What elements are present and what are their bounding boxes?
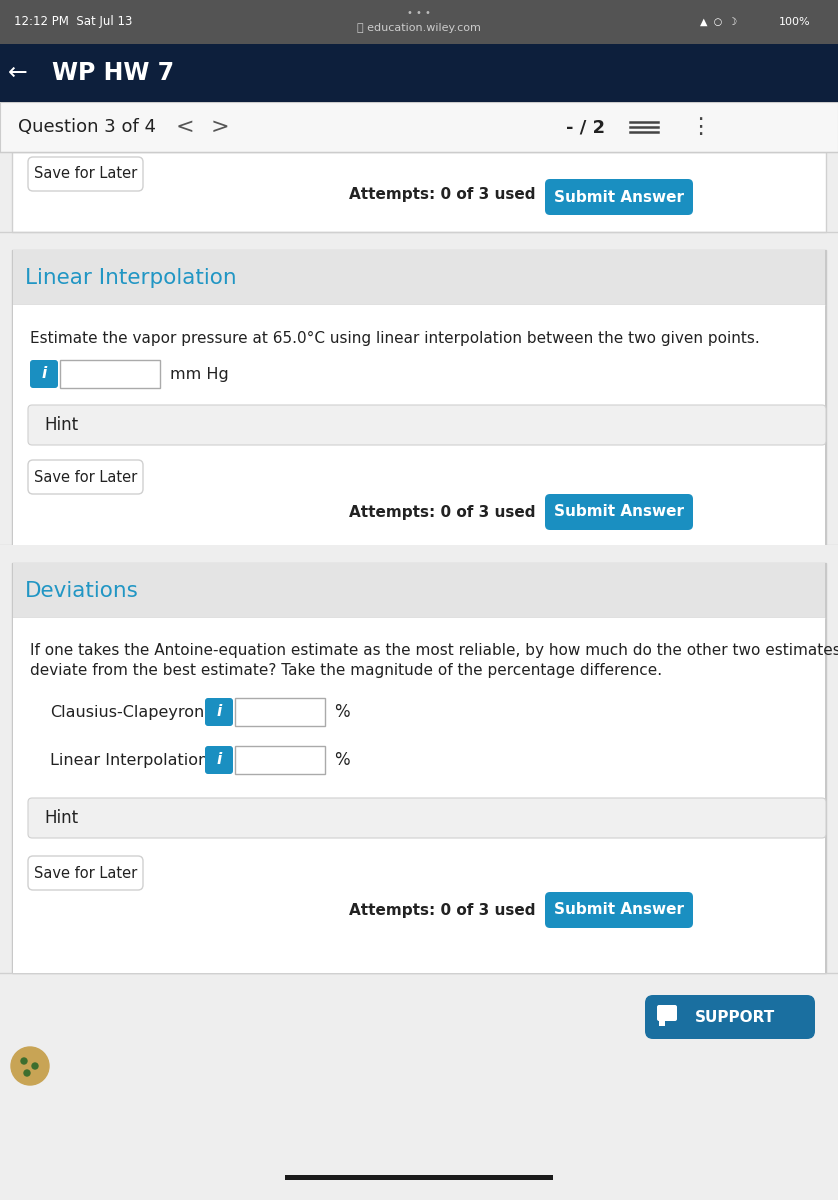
FancyBboxPatch shape <box>28 460 143 494</box>
Text: i: i <box>216 704 221 720</box>
Text: <: < <box>176 116 194 137</box>
FancyBboxPatch shape <box>28 798 826 838</box>
FancyBboxPatch shape <box>12 250 826 545</box>
FancyBboxPatch shape <box>659 1021 665 1026</box>
Text: Attempts: 0 of 3 used: Attempts: 0 of 3 used <box>349 902 535 918</box>
Text: Attempts: 0 of 3 used: Attempts: 0 of 3 used <box>349 187 535 203</box>
Text: Save for Later: Save for Later <box>34 167 137 181</box>
Text:  education.wiley.com:  education.wiley.com <box>357 23 481 32</box>
Text: Deviations: Deviations <box>25 581 139 601</box>
Text: Submit Answer: Submit Answer <box>554 190 684 204</box>
Text: 12:12 PM  Sat Jul 13: 12:12 PM Sat Jul 13 <box>14 16 132 29</box>
Text: Clausius-Clapeyron: Clausius-Clapeyron <box>50 704 204 720</box>
Text: >: > <box>210 116 230 137</box>
Text: %: % <box>334 751 349 769</box>
FancyBboxPatch shape <box>205 698 233 726</box>
Text: Estimate the vapor pressure at 65.0°C using linear interpolation between the two: Estimate the vapor pressure at 65.0°C us… <box>30 330 760 346</box>
FancyBboxPatch shape <box>205 746 233 774</box>
Text: Hint: Hint <box>44 416 78 434</box>
Text: Hint: Hint <box>44 809 78 827</box>
Text: If one takes the Antoine-equation estimate as the most reliable, by how much do : If one takes the Antoine-equation estima… <box>30 643 838 659</box>
FancyBboxPatch shape <box>30 360 58 388</box>
Circle shape <box>11 1046 49 1085</box>
Text: ←: ← <box>8 61 28 85</box>
Text: • • •: • • • <box>407 8 431 18</box>
FancyBboxPatch shape <box>13 618 825 973</box>
FancyBboxPatch shape <box>645 995 815 1039</box>
FancyBboxPatch shape <box>0 545 838 563</box>
FancyBboxPatch shape <box>13 305 825 545</box>
FancyBboxPatch shape <box>0 44 838 102</box>
FancyBboxPatch shape <box>0 0 838 44</box>
FancyBboxPatch shape <box>545 179 693 215</box>
Text: - / 2: - / 2 <box>566 118 605 136</box>
Circle shape <box>21 1058 27 1064</box>
Text: Submit Answer: Submit Answer <box>554 902 684 918</box>
FancyBboxPatch shape <box>0 232 838 250</box>
FancyBboxPatch shape <box>13 250 825 305</box>
FancyBboxPatch shape <box>235 746 325 774</box>
FancyBboxPatch shape <box>235 698 325 726</box>
Text: mm Hg: mm Hg <box>170 366 229 382</box>
Text: ▲  ○  ☽: ▲ ○ ☽ <box>700 17 737 26</box>
Text: i: i <box>216 752 221 768</box>
FancyBboxPatch shape <box>545 892 693 928</box>
Circle shape <box>32 1063 38 1069</box>
FancyBboxPatch shape <box>60 360 160 388</box>
Text: Save for Later: Save for Later <box>34 865 137 881</box>
Text: Linear Interpolation: Linear Interpolation <box>25 268 236 288</box>
FancyBboxPatch shape <box>28 856 143 890</box>
Text: SUPPORT: SUPPORT <box>695 1009 775 1025</box>
FancyBboxPatch shape <box>12 563 826 973</box>
Text: WP HW 7: WP HW 7 <box>52 61 174 85</box>
Text: Question 3 of 4: Question 3 of 4 <box>18 118 156 136</box>
Text: Attempts: 0 of 3 used: Attempts: 0 of 3 used <box>349 504 535 520</box>
FancyBboxPatch shape <box>0 102 838 152</box>
Text: deviate from the best estimate? Take the magnitude of the percentage difference.: deviate from the best estimate? Take the… <box>30 664 662 678</box>
Text: 100%: 100% <box>779 17 810 26</box>
Text: %: % <box>334 703 349 721</box>
Text: Linear Interpolation: Linear Interpolation <box>50 752 209 768</box>
FancyBboxPatch shape <box>657 1006 677 1021</box>
Text: i: i <box>41 366 47 382</box>
FancyBboxPatch shape <box>28 157 143 191</box>
FancyBboxPatch shape <box>13 563 825 618</box>
FancyBboxPatch shape <box>12 152 826 232</box>
FancyBboxPatch shape <box>28 404 826 445</box>
Text: Submit Answer: Submit Answer <box>554 504 684 520</box>
FancyBboxPatch shape <box>0 973 838 1200</box>
Text: ⋮: ⋮ <box>689 116 711 137</box>
FancyBboxPatch shape <box>545 494 693 530</box>
FancyBboxPatch shape <box>285 1175 553 1180</box>
Text: Save for Later: Save for Later <box>34 469 137 485</box>
Circle shape <box>24 1070 30 1076</box>
